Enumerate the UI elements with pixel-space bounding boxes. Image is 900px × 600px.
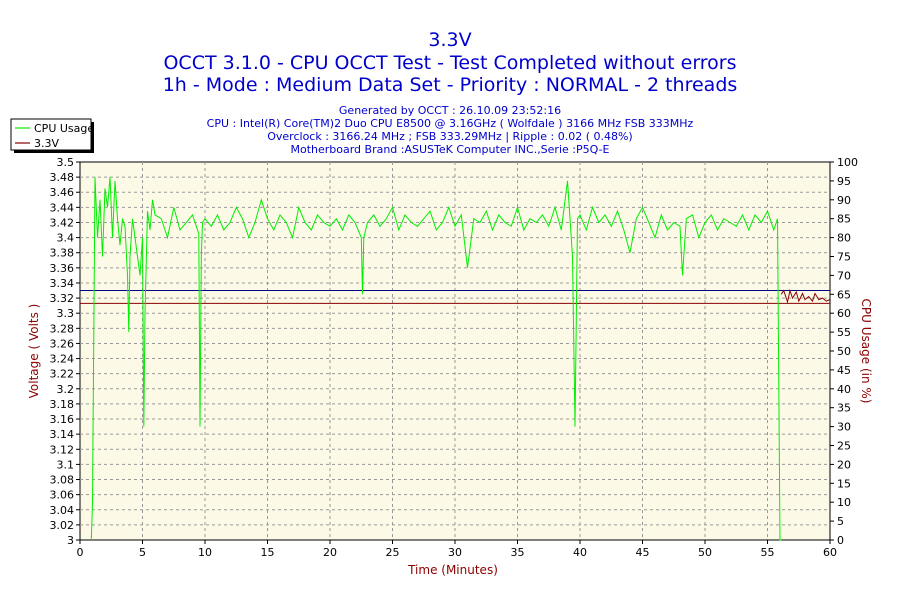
y-right-tick-label: 55 xyxy=(837,326,851,339)
y-left-tick-label: 3.08 xyxy=(50,474,75,487)
y-left-tick-label: 3.22 xyxy=(50,368,75,381)
y-right-tick-label: 65 xyxy=(837,288,851,301)
legend: CPU Usage 3.3V xyxy=(10,118,94,153)
x-tick-label: 55 xyxy=(761,546,775,559)
x-tick-label: 50 xyxy=(698,546,712,559)
x-tick-label: 5 xyxy=(139,546,146,559)
y-right-tick-label: 35 xyxy=(837,402,851,415)
y-left-axis-label: Voltage ( Volts ) xyxy=(27,304,41,399)
y-right-tick-label: 30 xyxy=(837,421,851,434)
y-left-tick-label: 3.4 xyxy=(57,232,75,245)
y-left-tick-label: 3.38 xyxy=(50,247,75,260)
y-left-axis-ticks: 3 3.02 3.04 3.06 3.08 3.1 3.12 3.14 3.16 3.18 3.2 3… xyxy=(50,156,80,547)
y-right-axis-label: CPU Usage (in %) xyxy=(859,299,873,404)
info-motherboard: Motherboard Brand :ASUSTeK Computer INC.… xyxy=(290,143,609,156)
y-right-tick-label: 95 xyxy=(837,175,851,188)
x-tick-label: 45 xyxy=(636,546,650,559)
y-left-tick-label: 3.02 xyxy=(50,519,75,532)
y-right-tick-label: 85 xyxy=(837,213,851,226)
y-left-tick-label: 3.48 xyxy=(50,171,75,184)
y-left-tick-label: 3.34 xyxy=(50,277,75,290)
y-left-tick-label: 3.5 xyxy=(57,156,75,169)
y-left-tick-label: 3.44 xyxy=(50,201,75,214)
y-left-tick-label: 3.28 xyxy=(50,322,75,335)
x-tick-label: 25 xyxy=(386,546,400,559)
x-axis-label: Time (Minutes) xyxy=(407,563,498,577)
y-left-tick-label: 3.42 xyxy=(50,216,75,229)
x-tick-label: 60 xyxy=(823,546,837,559)
y-right-tick-label: 40 xyxy=(837,383,851,396)
y-right-tick-label: 20 xyxy=(837,458,851,471)
y-left-tick-label: 3.14 xyxy=(50,428,75,441)
grid-lines xyxy=(80,162,830,540)
x-axis-ticks: 0 5 10 15 20 25 30 35 40 45 50 55 60 xyxy=(77,540,837,559)
y-left-tick-label: 3.3 xyxy=(57,307,75,320)
y-right-tick-label: 45 xyxy=(837,364,851,377)
title-block: 3.3V OCCT 3.1.0 - CPU OCCT Test - Test C… xyxy=(163,29,738,156)
chart-subtitle-1: OCCT 3.1.0 - CPU OCCT Test - Test Comple… xyxy=(163,52,736,74)
y-left-tick-label: 3 xyxy=(67,534,74,547)
y-right-tick-label: 75 xyxy=(837,251,851,264)
x-tick-label: 20 xyxy=(323,546,337,559)
y-right-tick-label: 60 xyxy=(837,307,851,320)
x-tick-label: 40 xyxy=(573,546,587,559)
chart-subtitle-2: 1h - Mode : Medium Data Set - Priority :… xyxy=(163,74,738,96)
y-left-tick-label: 3.1 xyxy=(57,458,75,471)
y-right-tick-label: 0 xyxy=(837,534,844,547)
legend-label-cpu-usage: CPU Usage xyxy=(34,122,94,135)
y-right-tick-label: 80 xyxy=(837,232,851,245)
y-right-tick-label: 5 xyxy=(837,515,844,528)
y-left-tick-label: 3.2 xyxy=(57,383,75,396)
y-left-tick-label: 3.46 xyxy=(50,186,75,199)
series-line-cpu-usage xyxy=(90,177,782,541)
info-overclock: Overclock : 3166.24 MHz ; FSB 333.29MHz … xyxy=(267,130,632,143)
y-right-tick-label: 10 xyxy=(837,496,851,509)
info-generated: Generated by OCCT : 26.10.09 23:52:16 xyxy=(339,104,561,117)
y-right-tick-label: 25 xyxy=(837,440,851,453)
x-tick-label: 0 xyxy=(77,546,84,559)
y-right-tick-label: 15 xyxy=(837,477,851,490)
x-tick-label: 15 xyxy=(261,546,275,559)
y-right-tick-label: 70 xyxy=(837,269,851,282)
legend-label-3-3v: 3.3V xyxy=(34,137,59,150)
x-tick-label: 35 xyxy=(511,546,525,559)
data-series xyxy=(90,177,831,541)
x-tick-label: 10 xyxy=(198,546,212,559)
y-left-tick-label: 3.26 xyxy=(50,337,75,350)
y-left-tick-label: 3.24 xyxy=(50,353,75,366)
info-cpu: CPU : Intel(R) Core(TM)2 Duo CPU E8500 @… xyxy=(207,117,694,130)
y-right-tick-label: 100 xyxy=(837,156,858,169)
y-left-tick-label: 3.12 xyxy=(50,443,75,456)
y-left-tick-label: 3.16 xyxy=(50,413,75,426)
x-tick-label: 30 xyxy=(448,546,462,559)
legend-box xyxy=(10,118,92,151)
y-right-tick-label: 50 xyxy=(837,345,851,358)
y-left-tick-label: 3.18 xyxy=(50,398,75,411)
y-right-tick-label: 90 xyxy=(837,194,851,207)
y-left-tick-label: 3.36 xyxy=(50,262,75,275)
chart-title: 3.3V xyxy=(428,29,471,51)
y-left-tick-label: 3.04 xyxy=(50,504,75,517)
y-left-tick-label: 3.32 xyxy=(50,292,75,305)
y-right-axis-ticks: 0 5 10 15 20 25 30 35 40 45 50 55 60 65 70 75 80 85 90 95 10… xyxy=(830,156,858,547)
y-left-tick-label: 3.06 xyxy=(50,489,75,502)
reference-lines xyxy=(80,290,830,304)
series-line-3-3v xyxy=(780,288,831,304)
